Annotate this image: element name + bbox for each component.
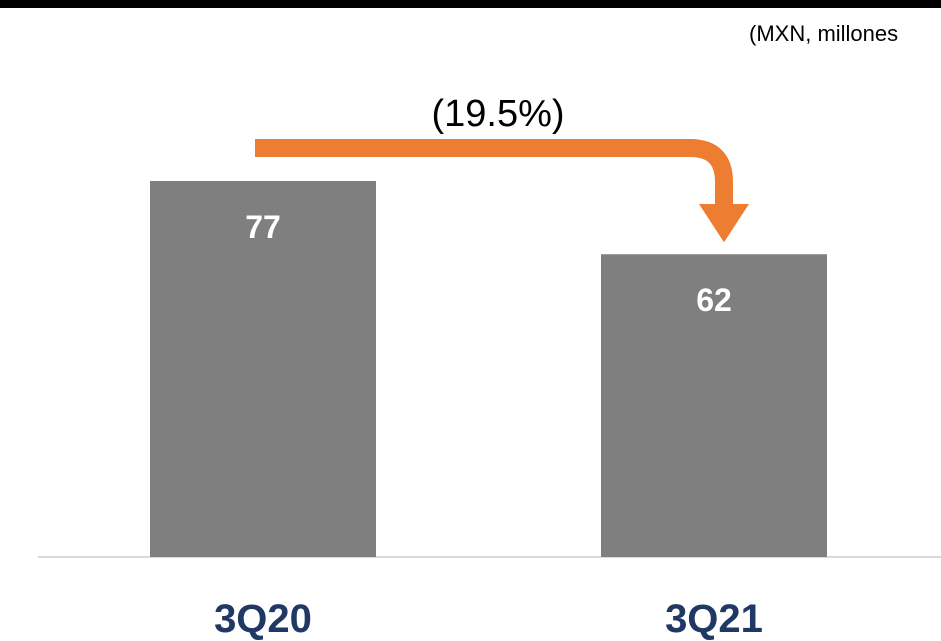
change-arrowhead [699,204,749,243]
category-label-3q21: 3Q21 [665,597,763,641]
value-label-3q21: 62 [696,282,732,318]
change-arrow [255,139,733,206]
value-label-3q20: 77 [245,209,281,245]
top-rule [0,0,941,8]
category-label-3q20: 3Q20 [214,597,312,641]
bar-3q20 [150,181,376,557]
bar-3q21 [601,254,827,557]
change-annotation: (19.5%) [431,93,564,135]
units-label: (MXN, millones [749,21,899,46]
